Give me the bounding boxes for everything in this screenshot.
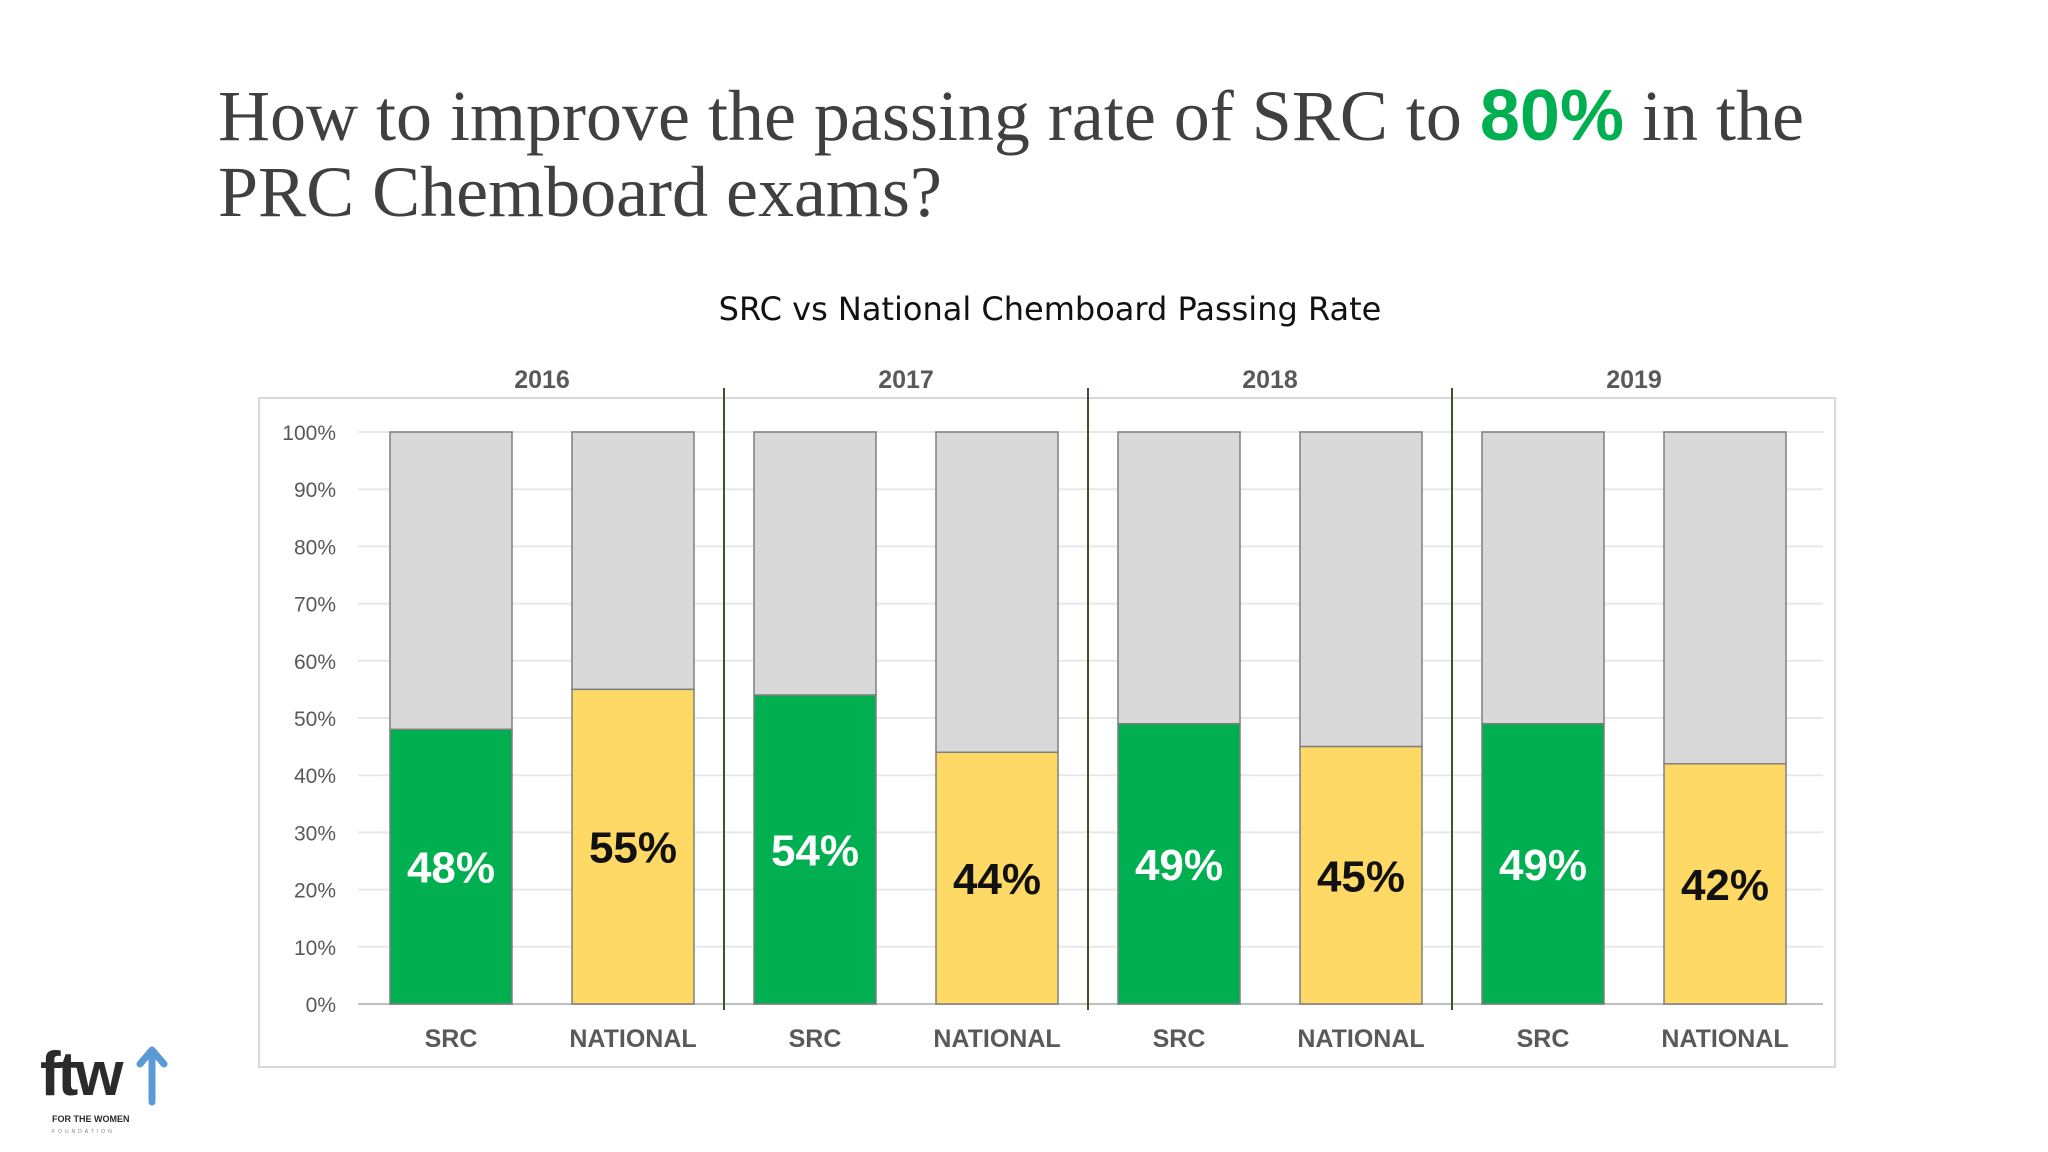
title-text-after: in the PRC Chemboard exams? xyxy=(218,76,1804,232)
bar-remainder xyxy=(1481,431,1605,725)
y-tick-label: 80% xyxy=(294,536,336,559)
y-tick-label: 60% xyxy=(294,651,336,674)
y-tick-label: 30% xyxy=(294,822,336,845)
bar-remainder xyxy=(935,431,1059,754)
bar-remainder xyxy=(389,431,513,731)
logo-subcaption: FOUNDATION xyxy=(52,1129,115,1135)
logo-mark: ftw xyxy=(40,1040,124,1109)
arrow-up-icon xyxy=(136,1046,168,1106)
bar-src xyxy=(753,694,877,1005)
data-label: 55% xyxy=(589,824,677,873)
bar-remainder xyxy=(571,431,695,691)
title-accent-80: 80% xyxy=(1479,76,1624,156)
y-tick-label: 100% xyxy=(282,422,336,445)
y-tick-label: 40% xyxy=(294,765,336,788)
bar-national xyxy=(571,688,695,1005)
chart-title: SRC vs National Chemboard Passing Rate xyxy=(718,290,1382,328)
x-tick-label: NATIONAL xyxy=(933,1025,1060,1053)
year-label: 2019 xyxy=(1606,366,1662,394)
year-label: 2016 xyxy=(514,366,570,394)
data-label: 54% xyxy=(771,827,859,876)
bar-national xyxy=(1663,763,1787,1005)
x-tick-label: SRC xyxy=(1517,1025,1570,1053)
y-tick-label: 90% xyxy=(294,479,336,502)
data-label: 48% xyxy=(407,844,495,893)
data-label: 45% xyxy=(1317,852,1405,901)
slide-title: How to improve the passing rate of SRC t… xyxy=(218,78,1938,230)
x-tick-label: NATIONAL xyxy=(569,1025,696,1053)
data-label: 49% xyxy=(1499,841,1587,890)
bar-src xyxy=(389,728,513,1005)
bar-national xyxy=(935,751,1059,1005)
y-tick-label: 0% xyxy=(306,994,336,1017)
logo-caption: FOR THE WOMEN xyxy=(52,1114,130,1124)
bar-remainder xyxy=(1117,431,1241,725)
data-label: 44% xyxy=(953,855,1041,904)
title-text-before: How to improve the passing rate of SRC t… xyxy=(218,76,1480,156)
x-tick-label: SRC xyxy=(425,1025,478,1053)
bar-src xyxy=(1481,722,1605,1005)
bar-remainder xyxy=(1663,431,1787,765)
x-tick-label: SRC xyxy=(1153,1025,1206,1053)
bar-remainder xyxy=(1299,431,1423,748)
y-tick-label: 10% xyxy=(294,937,336,960)
year-label: 2018 xyxy=(1242,366,1298,394)
y-tick-label: 20% xyxy=(294,880,336,903)
x-tick-label: SRC xyxy=(789,1025,842,1053)
data-label: 42% xyxy=(1681,861,1769,910)
ftw-logo: ftw FOR THE WOMEN FOUNDATION xyxy=(40,1040,168,1135)
y-tick-label: 70% xyxy=(294,594,336,617)
bar-remainder xyxy=(753,431,877,696)
bar-national xyxy=(1299,745,1423,1005)
bar-src xyxy=(1117,722,1241,1005)
data-label: 49% xyxy=(1135,841,1223,890)
year-label: 2017 xyxy=(878,366,934,394)
x-tick-label: NATIONAL xyxy=(1661,1025,1788,1053)
y-tick-label: 50% xyxy=(294,708,336,731)
x-tick-label: NATIONAL xyxy=(1297,1025,1424,1053)
